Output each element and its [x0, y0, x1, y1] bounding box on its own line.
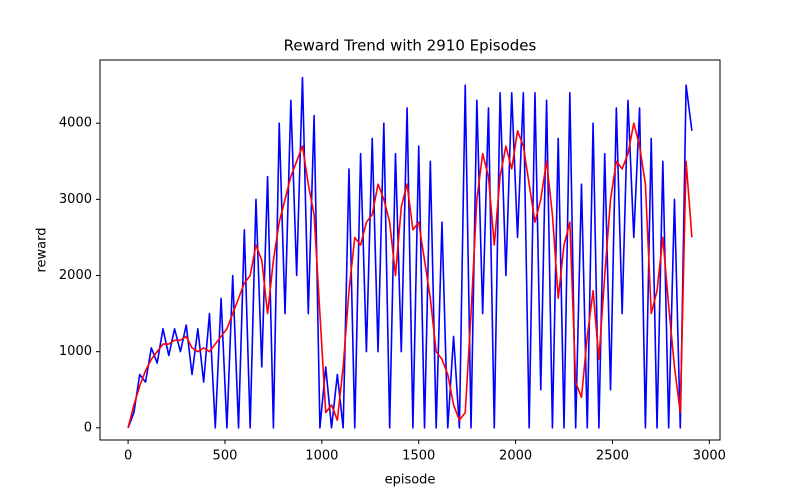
x-tick-label: 1000: [305, 449, 338, 464]
x-tick-label: 500: [213, 449, 238, 464]
x-tick-label: 2500: [596, 449, 629, 464]
data-line: [127, 76, 693, 429]
y-tick-label: 2000: [59, 268, 92, 283]
x-tick-label: 1500: [402, 449, 435, 464]
data-line: [127, 122, 693, 429]
y-tick-label: 0: [84, 420, 92, 435]
y-axis-label: reward: [35, 227, 50, 272]
x-axis-label: episode: [385, 473, 436, 488]
y-tick-label: 4000: [59, 116, 92, 131]
x-tick-label: 2000: [499, 449, 532, 464]
chart-title: Reward Trend with 2910 Episodes: [284, 37, 537, 55]
y-tick-label: 1000: [59, 344, 92, 359]
x-tick-label: 0: [124, 449, 132, 464]
y-tick-label: 3000: [59, 192, 92, 207]
x-tick-label: 3000: [693, 449, 726, 464]
plot-frame: [99, 59, 721, 441]
